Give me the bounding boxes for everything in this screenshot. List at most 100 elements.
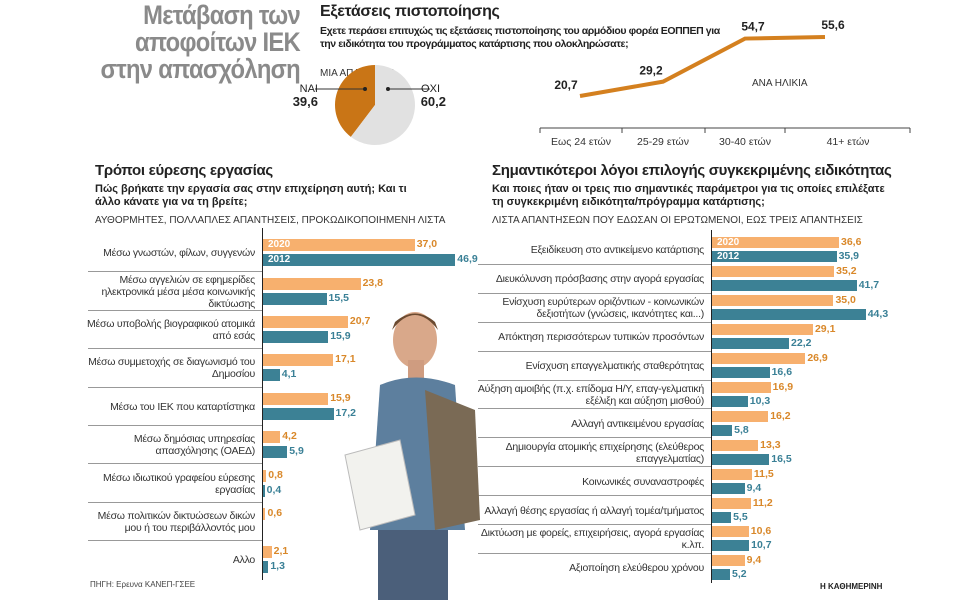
bar-axis bbox=[711, 230, 712, 583]
category-label: Αλλο bbox=[232, 554, 255, 567]
value-label: 46,9 bbox=[457, 253, 478, 266]
right-chart-note: ΛΙΣΤΑ ΑΠΑΝΤΗΣΕΩΝ ΠΟΥ ΕΔΩΣΑΝ ΟΙ ΕΡΩΤΩΜΕΝΟ… bbox=[492, 215, 863, 226]
value-label: 16,5 bbox=[771, 452, 792, 465]
exams-question: Εχετε περάσει επιτυχώς τις εξετάσεις πισ… bbox=[320, 25, 720, 50]
bar-2012 bbox=[263, 407, 334, 420]
row-separator bbox=[478, 437, 711, 439]
source: ΠΗΓΗ: Ερευνα ΚΑΝΕΠ-ΓΣΕΕ bbox=[90, 580, 196, 589]
bar-2012 bbox=[712, 338, 790, 350]
bar-2012 bbox=[263, 484, 265, 497]
x-tick-label: 30-40 ετών bbox=[719, 136, 771, 148]
category-label: Μέσω πολιτικών δικτυώσεων δικών μου ή το… bbox=[97, 509, 256, 534]
value-label: 0,8 bbox=[268, 468, 283, 481]
line-series bbox=[579, 35, 826, 98]
bar-2020 bbox=[712, 266, 835, 278]
value-label: 35,0 bbox=[835, 294, 856, 307]
value-label: 9,4 bbox=[746, 481, 762, 494]
bar-2012 bbox=[263, 292, 327, 305]
bar-2020 bbox=[712, 526, 749, 538]
value-label: 11,2 bbox=[752, 496, 773, 509]
x-tick-label: Εως 24 ετών bbox=[551, 136, 611, 148]
bar-2020 bbox=[712, 439, 759, 451]
row-separator bbox=[478, 321, 711, 323]
age-label: ΑΝΑ ΗΛΙΚΙΑ bbox=[752, 78, 808, 89]
right-chart-subtitle: Και ποιες ήταν οι τρεις πιο σημαντικές π… bbox=[492, 183, 885, 208]
bar-2020 bbox=[712, 555, 745, 567]
row-separator bbox=[88, 463, 262, 465]
main-title: Μετάβαση των αποφοίτων ΙΕΚ στην απασχόλη… bbox=[100, 0, 301, 84]
value-label: 2,1 bbox=[273, 545, 289, 558]
row-separator bbox=[88, 271, 262, 273]
value-label: 11,5 bbox=[753, 467, 774, 480]
bar-2012 bbox=[712, 280, 857, 292]
bar-2020 bbox=[712, 353, 806, 365]
point-label: 29,2 bbox=[639, 64, 663, 78]
bar-2020 bbox=[263, 431, 281, 444]
value-label: 41,7 bbox=[858, 279, 880, 292]
category-label: Αλλαγή θέσης εργασίας ή αλλαγή τομέα/τμή… bbox=[484, 504, 704, 517]
value-label: 36,6 bbox=[841, 236, 862, 249]
value-label: 22,2 bbox=[791, 337, 812, 350]
value-label: 15,9 bbox=[330, 330, 351, 342]
value-label: 16,6 bbox=[771, 366, 793, 379]
bar-2020 bbox=[263, 546, 272, 559]
value-label: 1,3 bbox=[270, 560, 285, 573]
bar-2020: 2020 bbox=[712, 237, 839, 249]
x-tick-label: 41+ ετών bbox=[827, 136, 870, 148]
bar-2012 bbox=[263, 369, 280, 382]
bar-2012 bbox=[712, 482, 745, 494]
category-label: Διευκόλυνση πρόσβασης στην αγορά εργασία… bbox=[495, 273, 704, 286]
value-label: 4,2 bbox=[282, 430, 297, 443]
legend-2012: 2012 bbox=[717, 251, 740, 263]
point-label: 20,7 bbox=[554, 78, 578, 92]
value-label: 35,9 bbox=[838, 250, 859, 263]
bar-2020 bbox=[263, 354, 334, 367]
row-separator bbox=[478, 379, 711, 381]
value-label: 35,2 bbox=[836, 265, 857, 278]
leader-dot-yes bbox=[363, 87, 367, 91]
right-chart-title: Σημαντικότεροι λόγοι επιλογής συγκεκριμέ… bbox=[492, 162, 892, 179]
bar-2012 bbox=[712, 511, 732, 523]
pie-slice-yes bbox=[335, 65, 375, 137]
bar-2012 bbox=[712, 424, 733, 436]
category-label: Αύξηση αμοιβής (π.χ. επίδομα Η/Υ, επαγ-γ… bbox=[477, 382, 704, 407]
pie-label-no: ΟΧΙ bbox=[421, 83, 440, 95]
value-label: 5,2 bbox=[732, 568, 747, 581]
bar-2020 bbox=[263, 469, 267, 482]
bar-2020 bbox=[712, 468, 752, 480]
left-chart-subtitle: Πώς βρήκατε την εργασία σας στην επιχείρ… bbox=[95, 183, 407, 208]
value-label: 15,9 bbox=[330, 391, 351, 404]
row-separator bbox=[478, 552, 711, 554]
x-tick-label: 25-29 ετών bbox=[637, 136, 689, 148]
left-chart-note: ΑΥΘΟΡΜΗΤΕΣ, ΠΟΛΛΑΠΛΕΣ ΑΠΑΝΤΗΣΕΙΣ, ΠΡΟΚΩΔ… bbox=[95, 215, 446, 226]
category-label: Εξειδίκευση στο αντικείμενο κατάρτισης bbox=[530, 244, 705, 257]
value-label: 16,2 bbox=[770, 409, 791, 422]
left-chart-title: Τρόποι εύρεσης εργασίας bbox=[95, 162, 273, 179]
pie-value-no: 60,2 bbox=[421, 94, 446, 109]
line-chart: 20,7 Εως 24 ετών 29,2 25-29 ετών 54,7 30-40 ε… bbox=[539, 18, 911, 148]
value-label: 5,9 bbox=[289, 445, 304, 458]
legend-2012: 2012 bbox=[268, 254, 291, 266]
value-label: 20,7 bbox=[349, 315, 371, 327]
category-label: Μέσω συμμετοχής σε διαγωνισμό του Δημοσί… bbox=[88, 356, 255, 381]
value-label: 10,6 bbox=[750, 525, 772, 538]
bar-2012 bbox=[712, 569, 731, 581]
bar-2020 bbox=[712, 497, 751, 509]
row-separator bbox=[88, 386, 262, 388]
bar-2020 bbox=[712, 410, 769, 422]
category-label: Μέσω δημόσιας υπηρεσίας απασχόλησης (ΟΑΕ… bbox=[133, 433, 255, 458]
bar-2020 bbox=[263, 277, 361, 290]
row-separator bbox=[88, 501, 262, 503]
category-label: Μέσω ιδιωτικού γραφείου εύρεσης εργασίας bbox=[102, 471, 255, 496]
bar-2020 bbox=[712, 324, 813, 336]
category-label: Μέσω αγγελιών σε εφημερίδες ηλεκτρονικά … bbox=[101, 273, 255, 310]
value-label: 0,4 bbox=[266, 483, 282, 496]
category-label: Μέσω υποβολής βιογραφικού ατομικά από εσ… bbox=[87, 317, 255, 342]
row-separator bbox=[88, 348, 262, 350]
row-separator bbox=[88, 309, 262, 311]
legend-2020: 2020 bbox=[717, 237, 740, 249]
row-separator bbox=[478, 292, 711, 294]
row-separator bbox=[478, 495, 711, 497]
